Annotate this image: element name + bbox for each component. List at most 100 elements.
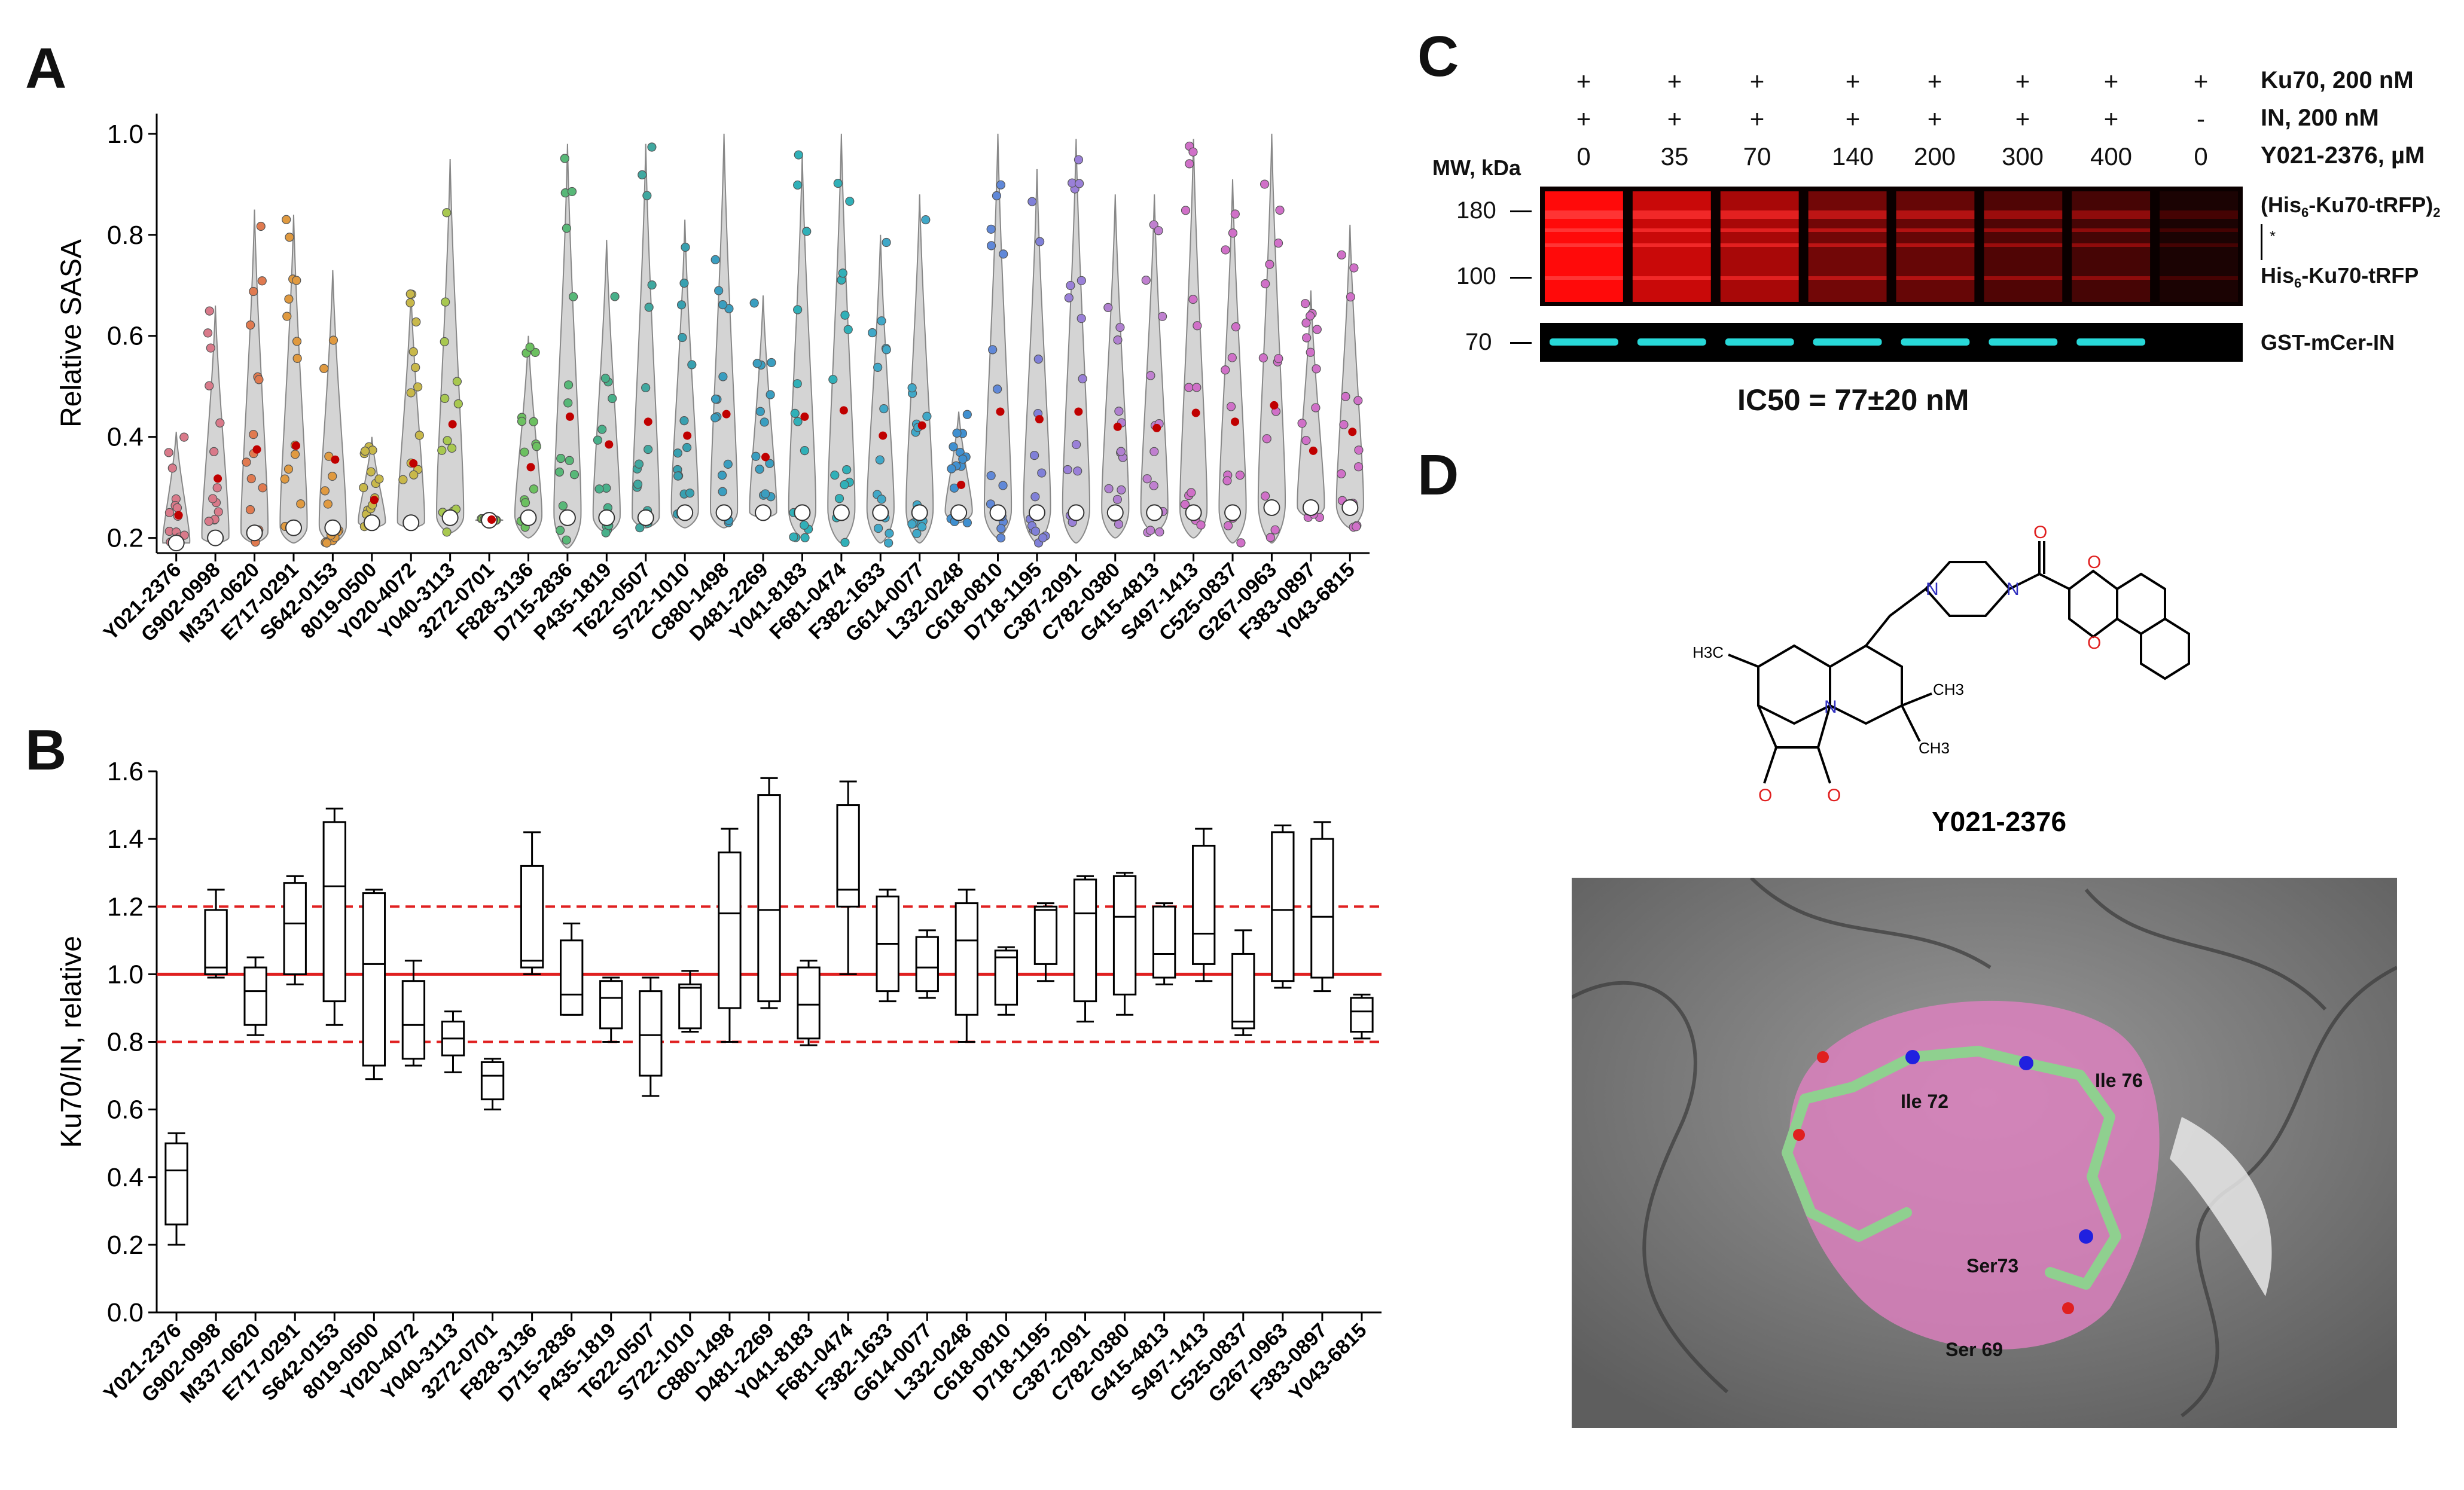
lane-in-sign: + bbox=[1927, 105, 1942, 133]
data-point bbox=[1221, 365, 1230, 375]
data-point bbox=[718, 487, 727, 496]
data-point bbox=[1187, 488, 1196, 497]
data-point bbox=[647, 142, 657, 152]
data-point bbox=[1300, 299, 1310, 309]
gel-band-red bbox=[1720, 276, 1799, 280]
data-point bbox=[567, 187, 577, 197]
data-point bbox=[843, 325, 853, 334]
violin bbox=[905, 194, 934, 544]
box bbox=[283, 882, 307, 975]
lane-concentration: 300 bbox=[2001, 142, 2044, 170]
lane-concentration: 70 bbox=[1743, 142, 1771, 170]
gel-band-cyan bbox=[1725, 338, 1794, 346]
methyl-ch3b: CH3 bbox=[1919, 739, 1950, 757]
atom-o4: O bbox=[1758, 786, 1772, 805]
docking-image: Ile 72 Ile 76 Ser73 Ser 69 bbox=[1572, 878, 2397, 1428]
mean-marker bbox=[800, 412, 809, 421]
gel-band-red bbox=[1984, 210, 2063, 219]
data-point bbox=[875, 455, 885, 465]
data-point bbox=[563, 380, 574, 390]
data-point bbox=[949, 442, 958, 451]
violin bbox=[553, 143, 582, 549]
lane-concentration: 400 bbox=[2090, 142, 2133, 170]
gel-band-red bbox=[1896, 243, 1975, 247]
gel-band-red bbox=[1896, 228, 1975, 232]
data-point bbox=[993, 384, 1002, 394]
data-point bbox=[723, 459, 733, 469]
median-marker bbox=[1106, 504, 1124, 521]
data-point bbox=[912, 529, 922, 538]
data-point bbox=[840, 310, 850, 320]
lane-ku70-sign: + bbox=[2015, 67, 2030, 95]
data-point bbox=[1113, 335, 1123, 345]
data-point bbox=[1260, 179, 1270, 189]
data-point bbox=[442, 208, 452, 218]
box bbox=[362, 892, 386, 1067]
mean-marker bbox=[409, 459, 418, 468]
data-point bbox=[323, 499, 333, 509]
data-point bbox=[569, 470, 580, 480]
data-point bbox=[600, 374, 610, 383]
median-marker bbox=[167, 535, 185, 552]
mean-marker bbox=[1270, 401, 1279, 410]
median-marker bbox=[1263, 499, 1280, 516]
data-point bbox=[1352, 522, 1361, 532]
mean-marker bbox=[1074, 407, 1083, 416]
data-point bbox=[641, 383, 651, 393]
data-point bbox=[828, 374, 838, 384]
data-point bbox=[988, 345, 998, 355]
data-point bbox=[292, 337, 302, 346]
data-point bbox=[877, 316, 886, 326]
residue-ile72: Ile 72 bbox=[1901, 1091, 1948, 1112]
gel-red-image bbox=[1540, 187, 2243, 306]
row-label-in: IN, 200 nM bbox=[2261, 105, 2379, 131]
data-point bbox=[718, 372, 728, 381]
mean-marker bbox=[448, 420, 457, 429]
data-point bbox=[749, 298, 759, 308]
data-point bbox=[830, 470, 840, 480]
data-point bbox=[1223, 521, 1233, 530]
data-point bbox=[282, 215, 291, 224]
data-point bbox=[1349, 263, 1359, 273]
gel-band-red bbox=[1808, 243, 1887, 247]
violin bbox=[788, 154, 816, 539]
data-point bbox=[203, 328, 213, 338]
violin bbox=[749, 295, 777, 518]
box bbox=[204, 909, 228, 975]
box bbox=[1310, 838, 1334, 979]
data-point bbox=[760, 417, 769, 427]
data-point bbox=[1035, 237, 1045, 246]
data-point bbox=[710, 255, 720, 264]
data-point bbox=[258, 483, 267, 493]
data-point bbox=[1149, 220, 1158, 230]
gel-band-red bbox=[1720, 228, 1799, 232]
gel-band-red bbox=[1896, 210, 1975, 219]
residue-ile76: Ile 76 bbox=[2095, 1070, 2143, 1091]
atom-n3: N bbox=[1824, 697, 1837, 717]
data-point bbox=[368, 445, 377, 455]
data-point bbox=[638, 170, 647, 180]
data-point bbox=[440, 337, 449, 347]
data-point bbox=[917, 522, 927, 532]
median-marker bbox=[1185, 504, 1202, 521]
box bbox=[1192, 844, 1216, 965]
data-point bbox=[1077, 276, 1086, 285]
data-point bbox=[1146, 526, 1155, 535]
median-marker bbox=[1028, 504, 1045, 521]
data-point bbox=[885, 529, 894, 538]
data-point bbox=[1275, 205, 1285, 215]
data-point bbox=[529, 484, 539, 494]
violin bbox=[1297, 290, 1325, 518]
data-point bbox=[996, 533, 1006, 543]
data-point bbox=[1353, 462, 1364, 472]
data-point bbox=[610, 292, 620, 301]
data-point bbox=[441, 297, 450, 307]
mean-marker bbox=[879, 431, 888, 440]
data-point bbox=[633, 480, 643, 489]
methyl-h3c: H3C bbox=[1693, 643, 1724, 661]
box bbox=[243, 966, 267, 1026]
violin bbox=[1062, 139, 1090, 544]
data-point bbox=[320, 486, 330, 496]
data-point bbox=[1302, 333, 1312, 343]
